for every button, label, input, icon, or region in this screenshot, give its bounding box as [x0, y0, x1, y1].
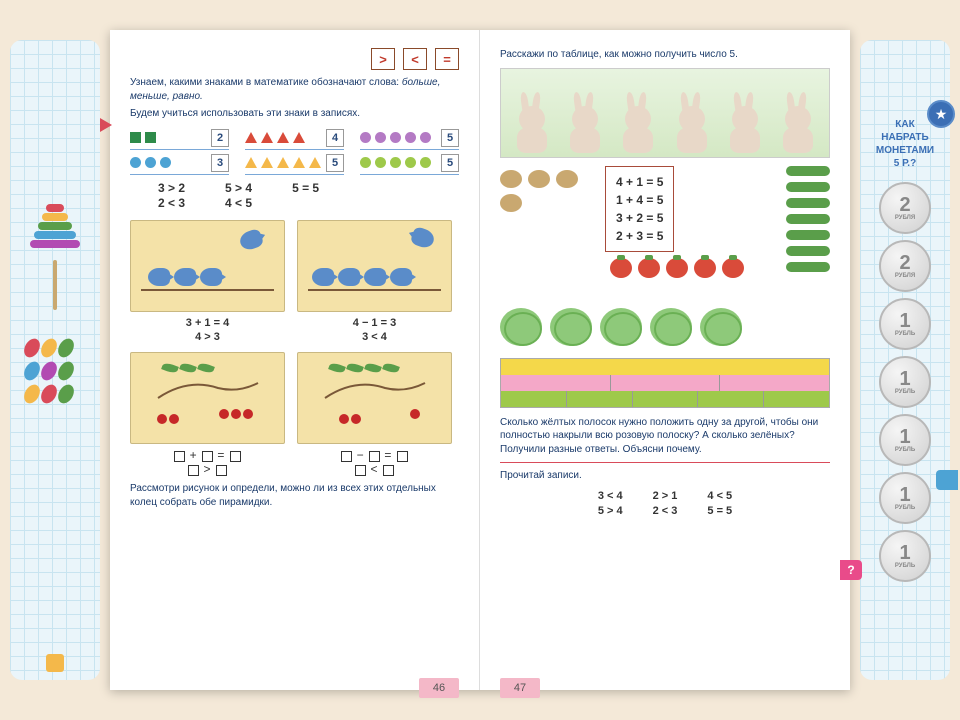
coin-1: 1РУБЛЬ — [879, 356, 931, 408]
textbook-spread: > < = Узнаем, какими знаками в математике … — [110, 30, 850, 690]
blank-eq-left: + = > — [130, 448, 285, 476]
coin-2: 2РУБЛЯ — [879, 182, 931, 234]
red-arrow-icon — [100, 118, 112, 132]
read-records-label: Прочитай записи. — [500, 469, 830, 483]
coin-1: 1РУБЛЬ — [879, 298, 931, 350]
cherries-pictures — [130, 352, 459, 444]
red-divider — [500, 462, 830, 463]
cherry-box-2 — [297, 352, 452, 444]
intro-paragraph-2: Будем учиться использовать эти знаки в з… — [130, 107, 459, 121]
coin-1: 1РУБЛЬ — [879, 414, 931, 466]
coin-stack: 2РУБЛЯ 2РУБЛЯ 1РУБЛЬ 1РУБЛЬ 1РУБЛЬ 1РУБЛЬ 1РУБ… — [879, 182, 931, 582]
question-tag-icon: ? — [840, 560, 862, 580]
sign-box: < — [403, 48, 427, 70]
comparison-sign-boxes: > < = — [130, 48, 459, 70]
birds-box-1 — [130, 220, 285, 312]
color-strips — [500, 358, 830, 408]
coin-2: 2РУБЛЯ — [879, 240, 931, 292]
page-number-right: 47 — [500, 678, 540, 698]
intro-paragraph: Узнаем, какими знаками в математике обоз… — [130, 76, 459, 103]
sidebar-right: ★ КАКНАБРАТЬМОНЕТАМИ5 Р.? 2РУБЛЯ2РУБЛЯ1Р… — [860, 40, 950, 680]
page-number-left: 46 — [419, 678, 459, 698]
comparison-equations: 3 > 22 < 35 > 44 < 55 = 5 — [158, 181, 459, 212]
blank-equations: + = > − = < — [130, 448, 459, 476]
rabbits-illustration — [500, 68, 830, 158]
equation-table: 4 + 1 = 51 + 4 = 53 + 2 = 52 + 3 = 5 — [605, 166, 674, 252]
birds-equations: 3 + 1 = 44 > 34 − 1 = 33 < 4 — [130, 316, 459, 345]
birds-pictures — [130, 220, 459, 312]
intro-text-1: Узнаем, какими знаками в математике обоз… — [130, 77, 402, 88]
grid-icon — [46, 654, 64, 672]
pyramid-question: Рассмотри рисунок и определи, можно ли и… — [130, 482, 459, 509]
cabbages — [500, 308, 742, 346]
page-right: Расскажи по таблице, как можно получить … — [480, 30, 850, 690]
birds-box-2 — [297, 220, 452, 312]
wooden-stick — [53, 260, 57, 310]
cucumbers — [786, 166, 830, 272]
star-badge-icon: ★ — [927, 100, 955, 128]
blank-eq-right: − = < — [297, 448, 452, 476]
shape-count-rows: 245 355 — [130, 129, 459, 175]
blue-tab-icon — [936, 470, 958, 490]
sidebar-title: КАКНАБРАТЬМОНЕТАМИ5 Р.? — [876, 118, 934, 170]
sign-box: > — [371, 48, 395, 70]
final-comparisons: 3 < 45 > 42 > 12 < 34 < 55 = 5 — [500, 489, 830, 520]
page-left: > < = Узнаем, какими знаками в математике … — [110, 30, 480, 690]
coin-1: 1РУБЛЬ — [879, 472, 931, 524]
right-top-text: Расскажи по таблице, как можно получить … — [500, 48, 830, 62]
coin-1: 1РУБЛЬ — [879, 530, 931, 582]
sidebar-left — [10, 40, 100, 680]
beads-pile — [25, 338, 85, 404]
strips-question: Сколько жёлтых полосок нужно положить од… — [500, 416, 830, 457]
vegetables-area: 4 + 1 = 51 + 4 = 53 + 2 = 52 + 3 = 5 — [500, 166, 830, 346]
cherry-box-1 — [130, 352, 285, 444]
tomatoes — [610, 258, 744, 278]
sign-box: = — [435, 48, 459, 70]
pyramid-toy — [30, 198, 80, 248]
